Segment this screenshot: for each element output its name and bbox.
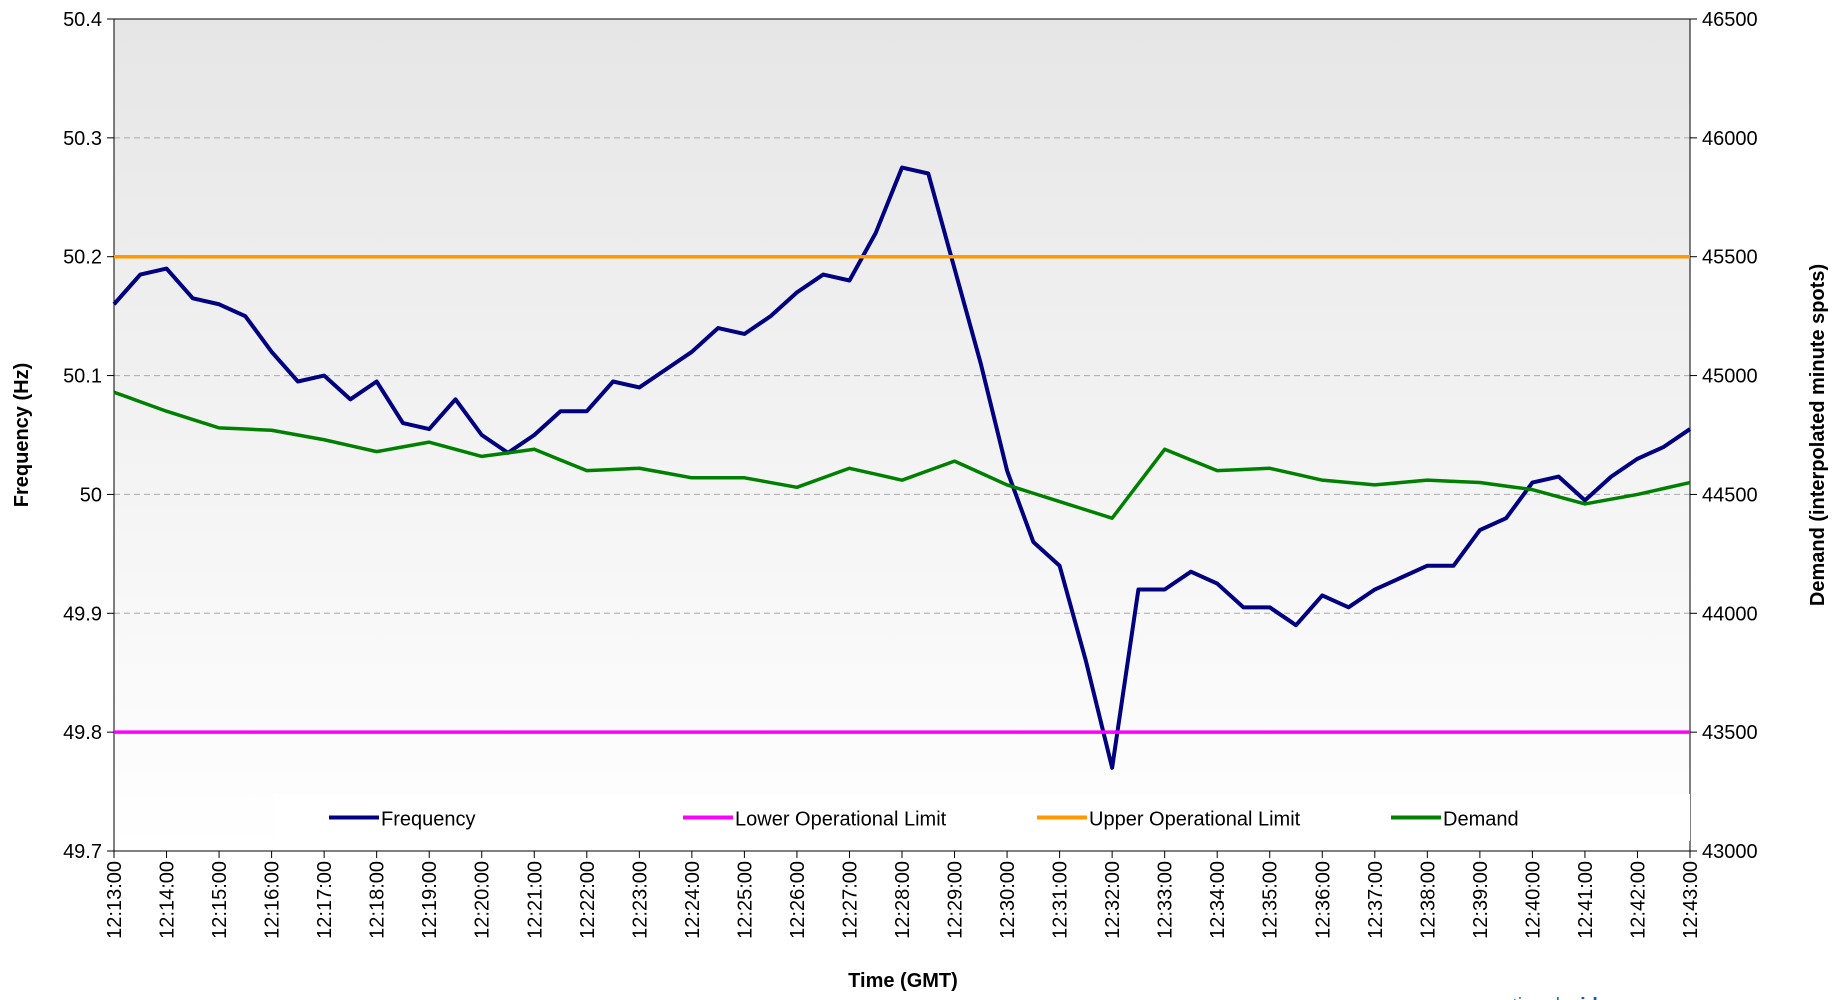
legend-label: Upper Operational Limit [1089,809,1301,831]
x-tick-label: 12:34:00 [1207,861,1229,939]
y2-tick-label: 45000 [1702,366,1758,388]
x-tick-label: 12:19:00 [419,861,441,939]
y-tick-label: 49.9 [63,603,102,625]
y-tick-label: 49.7 [63,841,102,863]
x-tick-label: 12:39:00 [1470,861,1492,939]
y2-tick-label: 46500 [1702,9,1758,31]
legend-box [274,794,1690,841]
x-tick-label: 12:40:00 [1522,861,1544,939]
x-tick-label: 12:28:00 [892,861,914,939]
x-tick-label: 12:38:00 [1417,861,1439,939]
x-tick-label: 12:30:00 [997,861,1019,939]
x-tick-label: 12:16:00 [262,861,284,939]
y-tick-label: 50.3 [63,128,102,150]
x-tick-label: 12:21:00 [524,861,546,939]
y2-axis-title: Demand (interpolated minute spots) [1807,264,1829,606]
legend-label: Demand [1443,809,1519,831]
logo-bold: grid [1560,995,1598,1000]
series-line [113,390,1691,520]
logo-light: national [1490,995,1560,1000]
x-tick-label: 12:29:00 [945,861,967,939]
x-tick-label: 12:36:00 [1312,861,1334,939]
x-axis-title: Time (GMT) [848,970,958,992]
x-tick-label: 12:17:00 [314,861,336,939]
x-tick-label: 12:42:00 [1627,861,1649,939]
y-tick-label: 50.4 [63,9,102,31]
x-tick-label: 12:22:00 [577,861,599,939]
y-tick-label: 49.8 [63,722,102,744]
logo: nationalgrid [1490,995,1598,1000]
x-tick-label: 12:31:00 [1050,861,1072,939]
x-tick-label: 12:35:00 [1260,861,1282,939]
plot-border [113,18,1691,852]
y-tick-label: 50.1 [63,366,102,388]
y2-tick-label: 43000 [1702,841,1758,863]
x-tick-label: 12:37:00 [1365,861,1387,939]
x-tick-label: 12:24:00 [682,861,704,939]
x-tick-label: 12:14:00 [157,861,179,939]
y-tick-label: 50.2 [63,247,102,269]
y2-tick-label: 45500 [1702,247,1758,269]
y-axis-title: Frequency (Hz) [11,363,33,507]
x-tick-label: 12:33:00 [1155,861,1177,939]
x-tick-label: 12:32:00 [1102,861,1124,939]
y2-tick-label: 43500 [1702,722,1758,744]
y2-tick-label: 44000 [1702,603,1758,625]
y2-tick-label: 46000 [1702,128,1758,150]
x-tick-label: 12:43:00 [1680,861,1702,939]
y-tick-label: 50 [80,484,102,506]
legend-label: Frequency [381,809,476,831]
x-tick-label: 12:41:00 [1575,861,1597,939]
x-tick-label: 12:20:00 [472,861,494,939]
plot-area [114,19,1690,851]
x-tick-label: 12:27:00 [839,861,861,939]
x-tick-label: 12:26:00 [787,861,809,939]
x-tick-label: 12:15:00 [209,861,231,939]
x-tick-label: 12:18:00 [367,861,389,939]
x-tick-label: 12:23:00 [629,861,651,939]
legend-label: Lower Operational Limit [735,809,947,831]
y2-tick-label: 44500 [1702,484,1758,506]
x-tick-label: 12:13:00 [104,861,126,939]
x-tick-label: 12:25:00 [734,861,756,939]
series-line [112,165,1692,770]
